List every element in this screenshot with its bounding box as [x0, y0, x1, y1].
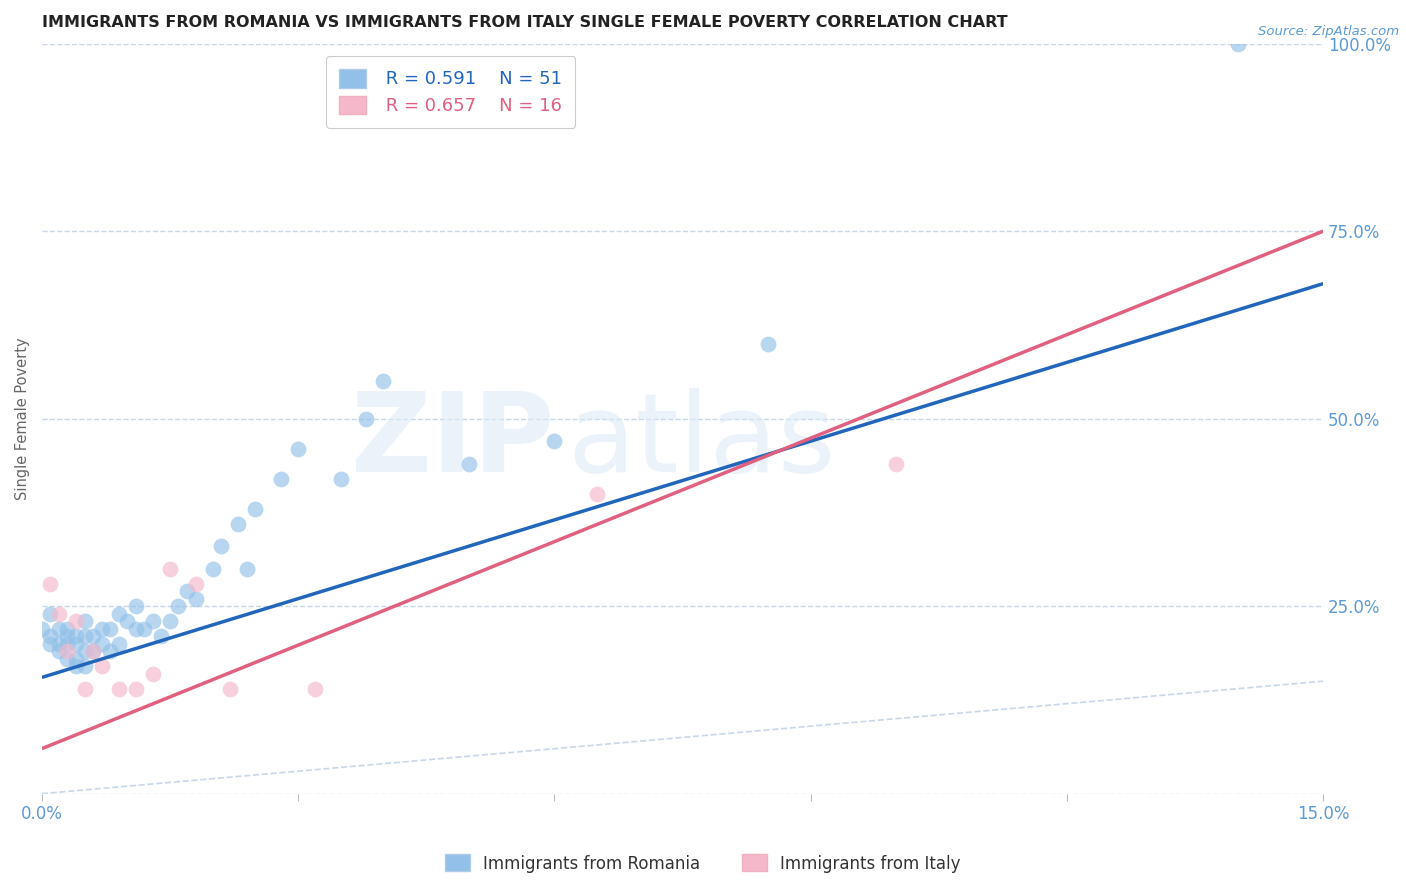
Point: [125, 599, 148, 614]
Point: [65, 651, 87, 665]
Point: [159, 614, 181, 628]
Point: [65, 629, 87, 643]
Point: [134, 622, 156, 636]
Point: [218, 681, 240, 696]
Point: [304, 681, 326, 696]
Point: [56, 644, 79, 658]
Point: [39, 576, 62, 591]
Point: [107, 637, 129, 651]
Point: [125, 681, 148, 696]
Point: [65, 659, 87, 673]
Legend: Immigrants from Romania, Immigrants from Italy: Immigrants from Romania, Immigrants from…: [439, 847, 967, 880]
Point: [115, 614, 138, 628]
Point: [98, 644, 121, 658]
Point: [125, 622, 148, 636]
Point: [39, 629, 62, 643]
Point: [73, 659, 96, 673]
Point: [142, 614, 165, 628]
Point: [167, 599, 190, 614]
Point: [48, 644, 70, 658]
Point: [884, 457, 907, 471]
Text: IMMIGRANTS FROM ROMANIA VS IMMIGRANTS FROM ITALY SINGLE FEMALE POVERTY CORRELATI: IMMIGRANTS FROM ROMANIA VS IMMIGRANTS FR…: [42, 15, 1008, 30]
Point: [56, 629, 79, 643]
Point: [150, 629, 173, 643]
Point: [48, 622, 70, 636]
Text: atlas: atlas: [567, 388, 835, 495]
Point: [73, 644, 96, 658]
Point: [48, 637, 70, 651]
Point: [98, 622, 121, 636]
Point: [56, 637, 79, 651]
Text: ZIP: ZIP: [352, 388, 554, 495]
Point: [56, 651, 79, 665]
Point: [329, 472, 352, 486]
Point: [543, 434, 565, 449]
Point: [107, 681, 129, 696]
Point: [142, 666, 165, 681]
Point: [65, 637, 87, 651]
Text: Source: ZipAtlas.com: Source: ZipAtlas.com: [1258, 25, 1399, 38]
Point: [287, 442, 309, 456]
Point: [373, 374, 395, 388]
Point: [107, 607, 129, 621]
Point: [226, 516, 249, 531]
Point: [209, 539, 232, 553]
Point: [73, 614, 96, 628]
Point: [31, 622, 53, 636]
Point: [39, 607, 62, 621]
Y-axis label: Single Female Poverty: Single Female Poverty: [15, 337, 30, 500]
Point: [236, 562, 259, 576]
Point: [82, 644, 104, 658]
Point: [82, 644, 104, 658]
Point: [756, 336, 779, 351]
Point: [176, 584, 198, 599]
Point: [73, 629, 96, 643]
Point: [184, 591, 207, 606]
Point: [201, 562, 224, 576]
Point: [270, 472, 292, 486]
Point: [65, 614, 87, 628]
Point: [39, 637, 62, 651]
Point: [356, 411, 378, 425]
Legend:  R = 0.591    N = 51,  R = 0.657    N = 16: R = 0.591 N = 51, R = 0.657 N = 16: [326, 56, 575, 128]
Point: [90, 622, 112, 636]
Point: [90, 637, 112, 651]
Point: [245, 501, 267, 516]
Point: [82, 629, 104, 643]
Point: [458, 457, 481, 471]
Point: [184, 576, 207, 591]
Point: [73, 681, 96, 696]
Point: [48, 607, 70, 621]
Point: [586, 486, 609, 500]
Point: [56, 622, 79, 636]
Point: [90, 659, 112, 673]
Point: [1226, 37, 1249, 51]
Point: [159, 562, 181, 576]
